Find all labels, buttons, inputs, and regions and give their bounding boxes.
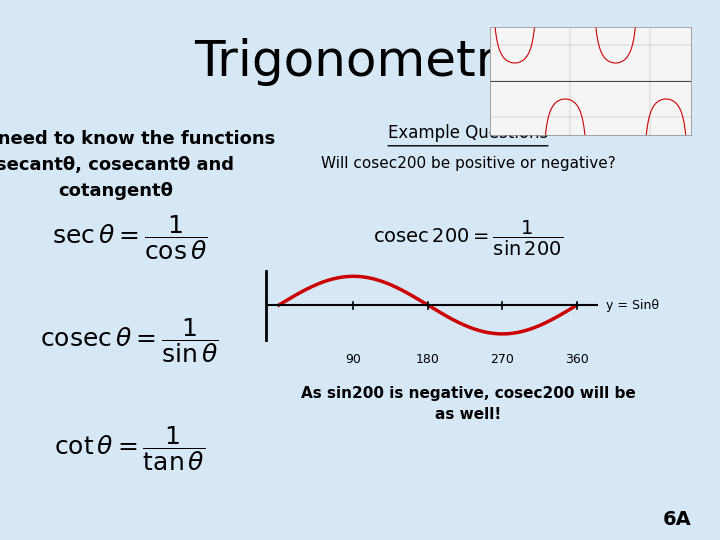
Text: y = Sinθ: y = Sinθ [606, 299, 659, 312]
Text: Example Questions: Example Questions [388, 124, 548, 142]
Text: $\operatorname{cosec}200 = \dfrac{1}{\sin 200}$: $\operatorname{cosec}200 = \dfrac{1}{\si… [373, 219, 563, 258]
Text: $\sec\theta = \dfrac{1}{\cos\theta}$: $\sec\theta = \dfrac{1}{\cos\theta}$ [52, 213, 207, 262]
Text: Will cosec200 be positive or negative?: Will cosec200 be positive or negative? [320, 156, 616, 171]
Text: $\operatorname{cosec}\theta = \dfrac{1}{\sin\theta}$: $\operatorname{cosec}\theta = \dfrac{1}{… [40, 316, 219, 364]
Text: Trigonometry: Trigonometry [194, 38, 526, 86]
Text: $\cot\theta = \dfrac{1}{\tan\theta}$: $\cot\theta = \dfrac{1}{\tan\theta}$ [54, 424, 205, 472]
Text: As sin200 is negative, cosec200 will be
as well!: As sin200 is negative, cosec200 will be … [301, 386, 635, 422]
Text: You need to know the functions
secantθ, cosecantθ and
cotangentθ: You need to know the functions secantθ, … [0, 130, 275, 200]
Text: 6A: 6A [662, 510, 691, 529]
